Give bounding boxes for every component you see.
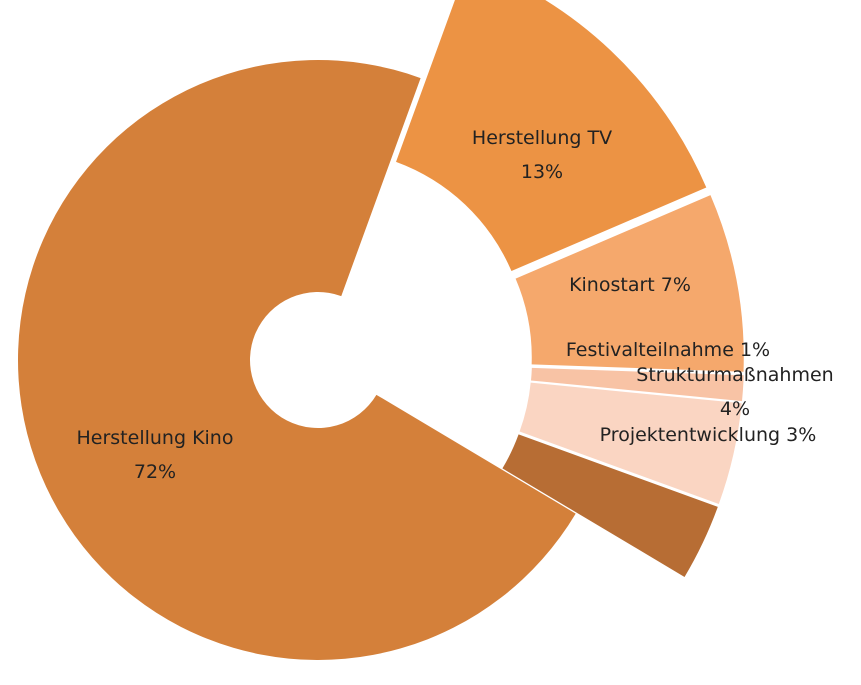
slice-name: Herstellung Kino [77,427,234,449]
slice-name: Strukturmaßnahmen [636,364,833,386]
slice-label: Herstellung TV 13% [472,127,612,183]
slice-value: 3% [786,424,816,446]
pie-slice [519,382,742,505]
slice-value: 1% [740,339,770,361]
pie-slice [502,434,718,577]
slice-value: 13% [521,161,563,183]
slice-value: 72% [134,461,176,483]
slice-name: Kinostart [569,274,655,296]
slice-label: Herstellung Kino 72% [77,427,234,483]
slice-value: 4% [720,398,750,420]
slice-label: Strukturmaßnahmen 4% [636,364,833,420]
slice-label: Kinostart 7% [569,274,691,296]
pie-slice [396,0,707,272]
pie-slice [531,367,744,402]
slice-value: 7% [661,274,691,296]
slice-label: Festivalteilnahme 1% [566,339,770,361]
slice-name: Festivalteilnahme [566,339,734,361]
slice-label: Projektentwicklung 3% [600,424,817,446]
slice-name: Projektentwicklung [600,424,780,446]
slice-name: Herstellung TV [472,127,612,149]
pie-slice [17,59,576,661]
pie-slice [515,195,744,372]
